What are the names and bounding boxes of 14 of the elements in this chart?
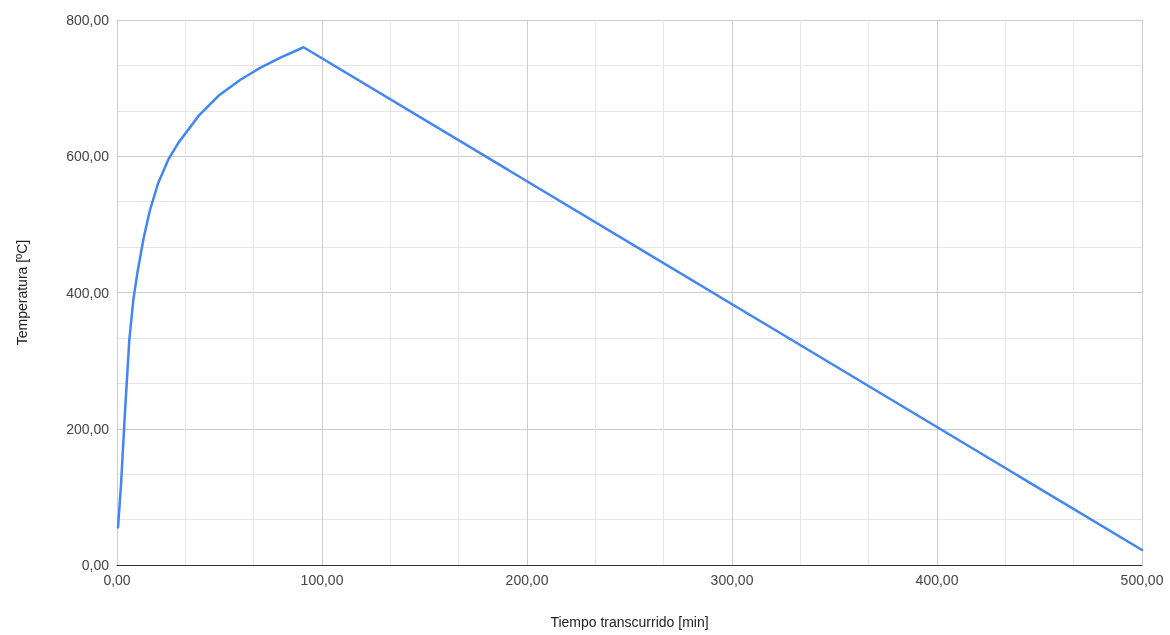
x-tick-label: 300,00 xyxy=(710,572,754,588)
y-tick-label: 800,00 xyxy=(66,12,110,28)
y-tick-label: 600,00 xyxy=(66,148,110,165)
y-tick-label: 200,00 xyxy=(66,420,110,437)
x-tick-label: 0,00 xyxy=(103,572,131,588)
y-tick-label: 0,00 xyxy=(81,557,110,573)
x-axis-title: Tiempo transcurrido [min] xyxy=(550,614,709,630)
x-tick-label: 500,00 xyxy=(1120,572,1164,588)
x-tick-label: 200,00 xyxy=(505,572,549,588)
y-tick-label: 400,00 xyxy=(66,284,110,301)
line-series xyxy=(116,46,1144,552)
x-tick-label: 100,00 xyxy=(300,572,344,588)
y-axis-title: Temperatura [ºC] xyxy=(14,239,30,346)
x-tick-label: 400,00 xyxy=(915,572,959,588)
